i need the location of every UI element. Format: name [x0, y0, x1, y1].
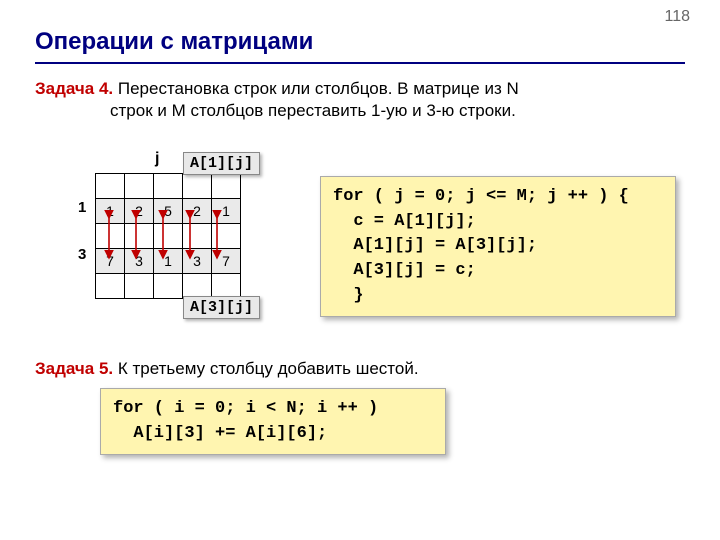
task4-line2: строк и M столбцов переставить 1-ую и 3-…: [110, 100, 685, 123]
task4-label: Задача 4.: [35, 79, 113, 98]
row3-label: 3: [78, 246, 86, 263]
table-row: [96, 224, 241, 249]
task5-line: Задача 5. К третьему столбцу добавить ше…: [35, 358, 690, 381]
tag-a1j: A[1][j]: [183, 152, 260, 175]
page-title: Операции с матрицами: [35, 28, 313, 56]
table-row: 7 3 1 3 7: [96, 249, 241, 274]
j-label: j: [155, 150, 159, 168]
task4-text1: Перестановка строк или столбцов. В матри…: [113, 79, 519, 98]
title-underline: [35, 62, 685, 64]
task5-text: К третьему столбцу добавить шестой.: [113, 359, 418, 378]
table-row: [96, 174, 241, 199]
code-block-1: for ( j = 0; j <= M; j ++ ) { c = A[1][j…: [320, 176, 676, 317]
table-row: 1 2 5 2 1: [96, 199, 241, 224]
table-row: [96, 274, 241, 299]
tag-a3j: A[3][j]: [183, 296, 260, 319]
code-block-2: for ( i = 0; i < N; i ++ ) A[i][3] += A[…: [100, 388, 446, 455]
task4-line1: Задача 4. Перестановка строк или столбцо…: [35, 78, 690, 101]
page-number: 118: [664, 8, 690, 26]
row1-label: 1: [78, 199, 86, 216]
matrix-table: 1 2 5 2 1 7 3 1 3 7: [95, 173, 241, 299]
task5-label: Задача 5.: [35, 359, 113, 378]
